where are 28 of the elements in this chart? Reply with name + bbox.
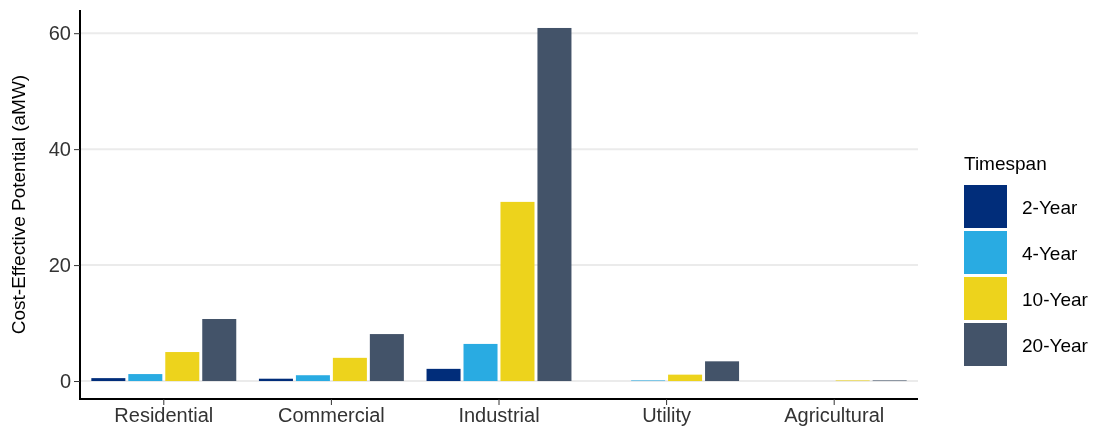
x-tick-label: Commercial — [278, 404, 385, 427]
y-axis-title: Cost-Effective Potential (aMW) — [8, 74, 29, 335]
bar — [332, 357, 367, 382]
legend-label: 4-Year — [1022, 243, 1078, 264]
x-tick-label: Residential — [114, 404, 214, 427]
legend-title: Timespan — [964, 153, 1047, 174]
bar — [165, 352, 200, 382]
legend-label: 10-Year — [1022, 289, 1089, 310]
y-tick-label: 60 — [48, 22, 71, 45]
y-tick-label: 0 — [59, 369, 71, 392]
legend-label: 20-Year — [1022, 335, 1089, 356]
bar — [705, 361, 740, 382]
bar — [668, 374, 703, 382]
bar — [202, 319, 237, 382]
bar — [91, 378, 126, 382]
bar — [295, 375, 330, 382]
legend-label: 2-Year — [1022, 197, 1078, 218]
bar — [128, 374, 163, 382]
y-tick-label: 40 — [48, 138, 71, 161]
bar — [426, 368, 461, 382]
x-tick-label: Industrial — [458, 404, 540, 427]
bar — [369, 334, 404, 382]
bar — [537, 27, 572, 382]
bar — [500, 201, 535, 382]
x-tick-label: Utility — [642, 404, 692, 427]
bar — [463, 343, 498, 382]
y-tick-label: 20 — [48, 253, 71, 276]
x-tick-label: Agricultural — [784, 404, 885, 427]
